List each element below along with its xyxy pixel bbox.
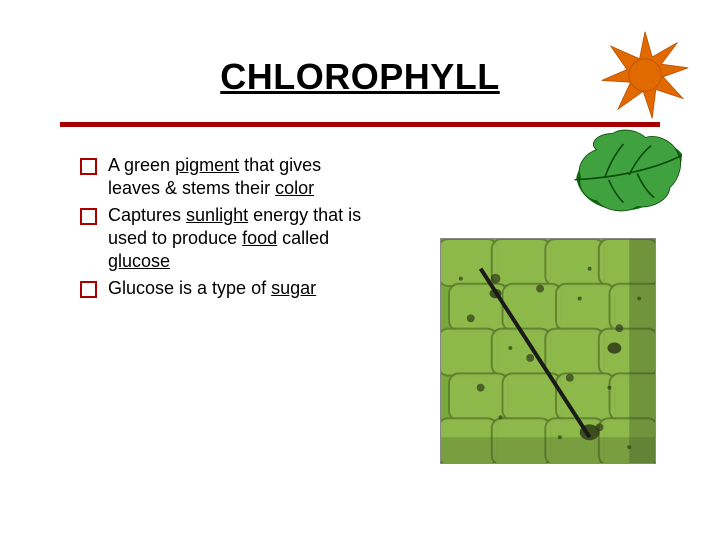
list-item: A green pigment that gives leaves & stem… (80, 154, 370, 200)
underlined-term: food (242, 228, 277, 248)
leaf-icon (560, 120, 690, 220)
sun-icon (600, 30, 690, 120)
page-title: CHLOROPHYLL (220, 56, 500, 98)
text-run: A green (108, 155, 175, 175)
slide: CHLOROPHYLL A green pigment that gives l… (0, 0, 720, 540)
underlined-term: sugar (271, 278, 316, 298)
microscope-image (440, 238, 656, 464)
underlined-term: pigment (175, 155, 239, 175)
bullet-list: A green pigment that gives leaves & stem… (80, 154, 370, 300)
text-run: Captures (108, 205, 186, 225)
text-run: called (277, 228, 329, 248)
list-item: Captures sunlight energy that is used to… (80, 204, 370, 273)
list-item: Glucose is a type of sugar (80, 277, 370, 300)
body-text: A green pigment that gives leaves & stem… (80, 154, 370, 304)
underlined-term: sunlight (186, 205, 248, 225)
underlined-term: glucose (108, 251, 170, 271)
text-run: Glucose is a type of (108, 278, 271, 298)
underlined-term: color (275, 178, 314, 198)
